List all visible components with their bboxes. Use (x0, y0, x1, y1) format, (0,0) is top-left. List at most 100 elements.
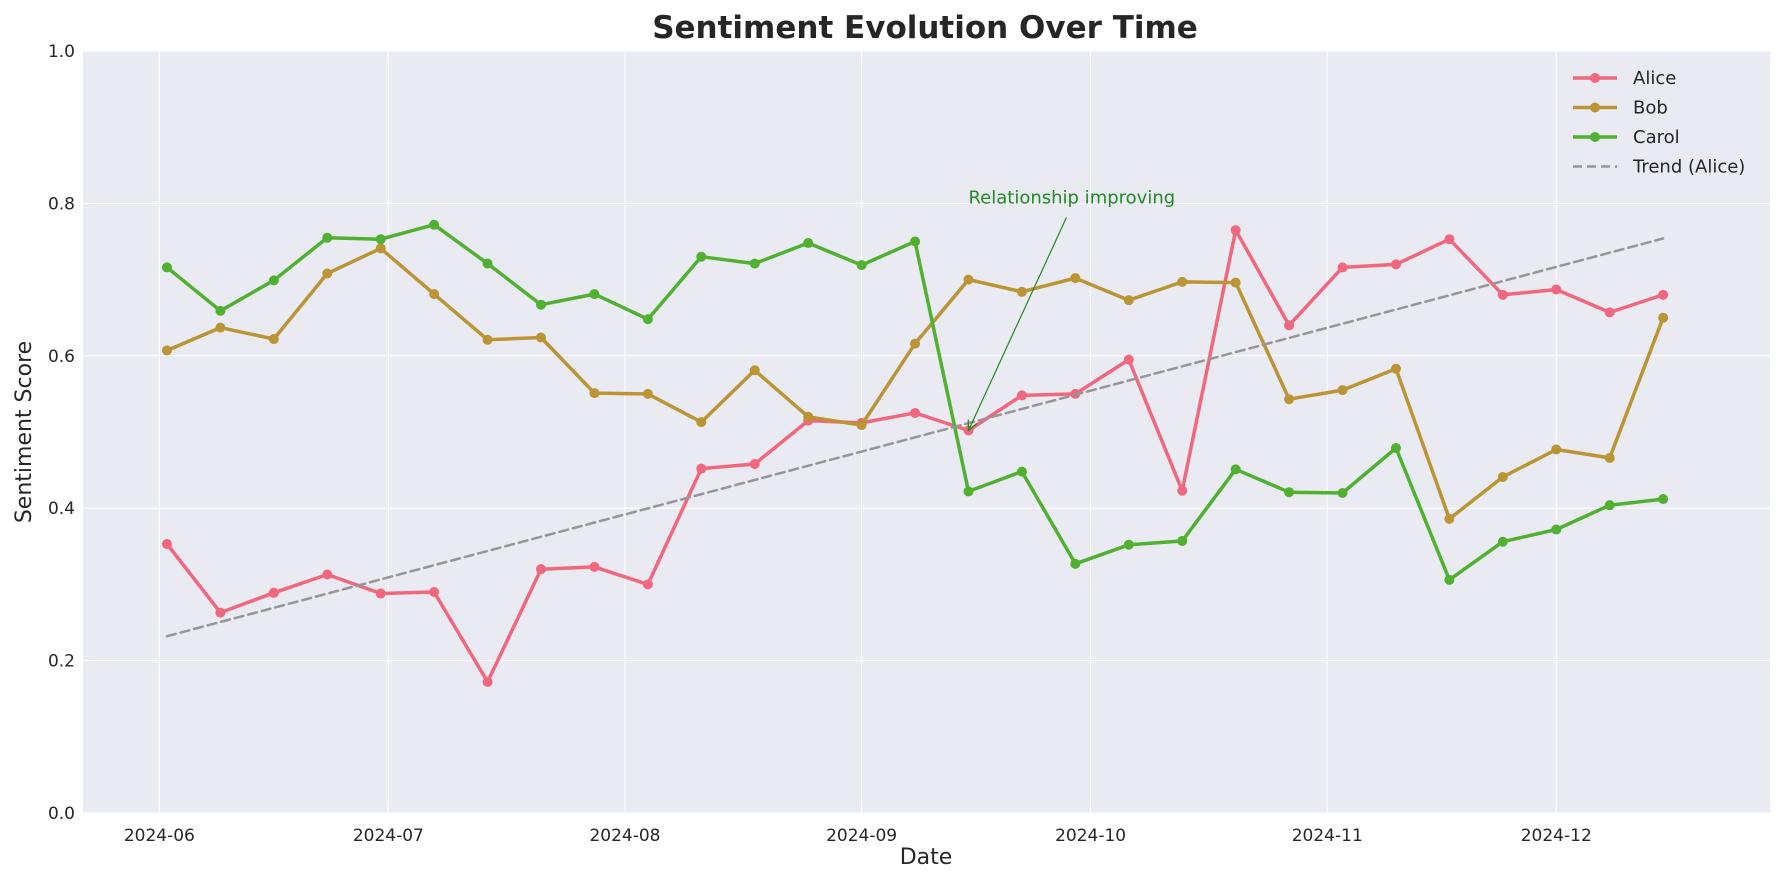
legend: Alice Bob Carol Trend (Alice) (1573, 68, 1745, 178)
plot-area (83, 51, 1770, 813)
data-point-carol (375, 234, 386, 245)
legend-marker-bob (1590, 102, 1600, 113)
data-point-carol (1123, 539, 1134, 550)
data-point-carol (536, 299, 547, 310)
data-point-alice (1444, 234, 1455, 245)
data-point-bob (1230, 277, 1241, 288)
grid-lines (83, 50, 1770, 814)
legend-label-carol: Carol (1633, 127, 1680, 148)
data-point-alice (375, 588, 386, 599)
data-point-bob (1497, 471, 1508, 482)
data-point-bob (536, 332, 547, 343)
data-point-carol (1551, 524, 1562, 535)
legend-label-trend-alice: Trend (Alice) (1632, 157, 1745, 178)
data-point-bob (642, 388, 653, 399)
data-point-carol (749, 258, 760, 269)
x-tick-label: 2024-07 (353, 826, 424, 846)
data-point-alice (1390, 259, 1401, 270)
y-axis-ticks: 0.0 0.2 0.4 0.6 0.8 1.0 (48, 42, 75, 824)
legend-item-trend-alice: Trend (Alice) (1573, 157, 1745, 178)
data-point-carol (803, 238, 814, 249)
series-alice (161, 225, 1669, 687)
data-point-bob (429, 289, 440, 300)
data-point-bob (589, 388, 600, 399)
data-point-bob (161, 345, 172, 356)
data-point-alice (696, 463, 707, 474)
data-point-carol (1284, 487, 1295, 498)
data-point-alice (1337, 262, 1348, 273)
data-point-alice (1177, 485, 1188, 496)
data-point-carol (429, 219, 440, 230)
data-point-carol (696, 251, 707, 262)
data-point-carol (642, 314, 653, 325)
data-point-alice (1551, 284, 1562, 295)
x-tick-label: 2024-10 (1055, 826, 1126, 846)
data-point-carol (268, 275, 279, 286)
annotation-label: Relationship improving (968, 187, 1175, 208)
legend-item-carol: Carol (1573, 127, 1680, 148)
data-point-carol (1390, 443, 1401, 454)
data-point-carol (1177, 535, 1188, 546)
series-carol (161, 219, 1669, 585)
data-point-bob (1390, 363, 1401, 374)
data-point-bob (1284, 394, 1295, 405)
y-tick-label: 0.8 (48, 194, 75, 214)
data-point-bob (910, 338, 921, 349)
y-tick-label: 1.0 (48, 42, 75, 62)
annotation-arrowhead (967, 419, 978, 432)
data-point-alice (1497, 289, 1508, 300)
data-point-carol (482, 258, 493, 269)
data-point-carol (1016, 466, 1027, 477)
data-point-bob (1604, 452, 1615, 463)
x-tick-label: 2024-12 (1521, 826, 1592, 846)
data-point-bob (749, 365, 760, 376)
series-layer (161, 219, 1669, 687)
data-point-alice (215, 607, 226, 618)
y-tick-label: 0.6 (48, 347, 75, 367)
x-tick-label: 2024-06 (124, 826, 195, 846)
data-point-bob (1658, 312, 1669, 323)
data-point-carol (910, 236, 921, 247)
data-point-carol (1497, 536, 1508, 547)
data-point-alice (1604, 307, 1615, 318)
data-point-bob (1016, 286, 1027, 297)
legend-marker-alice (1590, 73, 1600, 83)
legend-item-bob: Bob (1573, 98, 1668, 119)
legend-label-alice: Alice (1633, 68, 1676, 89)
data-point-bob (1123, 295, 1134, 306)
data-point-bob (963, 274, 974, 285)
data-point-alice (482, 676, 493, 687)
data-point-bob (268, 334, 279, 345)
data-point-carol (215, 305, 226, 316)
data-point-bob (1070, 273, 1081, 284)
data-point-alice (1016, 390, 1027, 401)
data-point-carol (589, 289, 600, 300)
data-point-bob (1551, 444, 1562, 455)
data-point-alice (161, 539, 172, 550)
data-point-alice (642, 579, 653, 590)
y-axis-title: Sentiment Score (12, 341, 37, 523)
data-point-alice (322, 569, 333, 580)
data-point-alice (1123, 354, 1134, 365)
legend-label-bob: Bob (1633, 98, 1668, 119)
chart-title: Sentiment Evolution Over Time (652, 10, 1198, 46)
data-point-bob (803, 411, 814, 422)
data-point-bob (375, 243, 386, 254)
data-point-alice (589, 561, 600, 572)
data-point-alice (536, 564, 547, 575)
data-point-carol (1230, 464, 1241, 475)
series-line-trend-alice (165, 237, 1665, 638)
data-point-alice (1284, 320, 1295, 331)
data-point-carol (1337, 487, 1348, 498)
annotation-layer: Relationship improving (967, 187, 1175, 432)
series-bob (161, 243, 1669, 524)
data-point-bob (1444, 513, 1455, 524)
data-point-carol (1658, 494, 1669, 505)
data-point-alice (1658, 289, 1669, 300)
data-point-carol (322, 232, 333, 243)
x-tick-label: 2024-09 (826, 826, 897, 846)
data-point-carol (1604, 500, 1615, 511)
y-tick-label: 0.2 (48, 652, 75, 672)
